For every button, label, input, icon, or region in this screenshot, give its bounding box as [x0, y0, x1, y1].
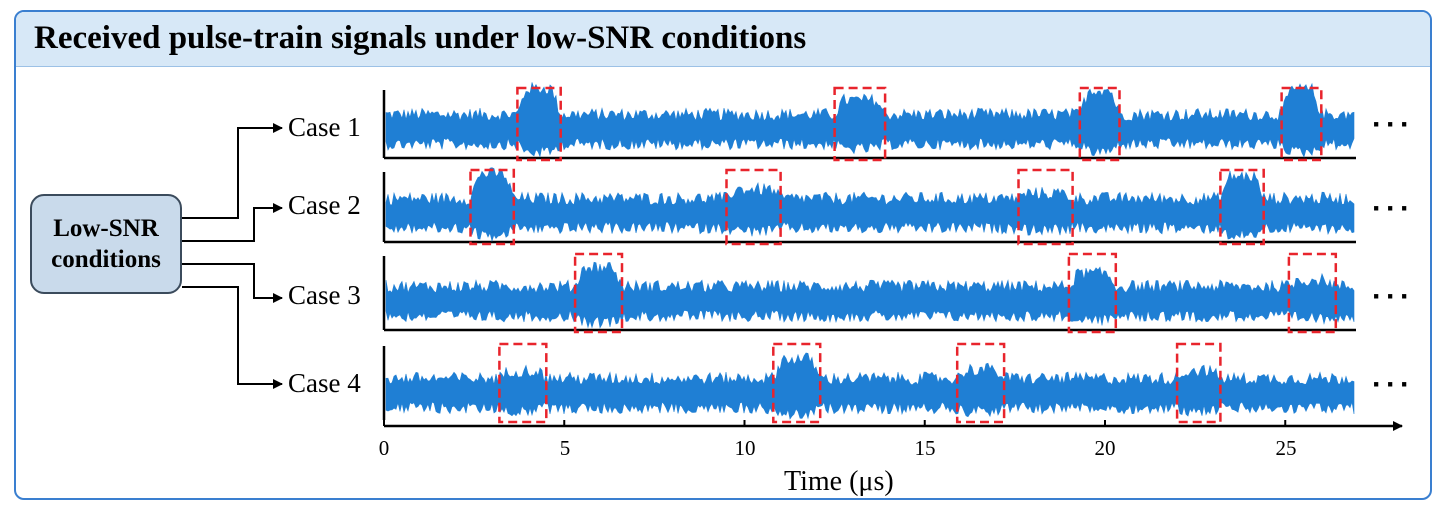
case-4-label: Case 4	[288, 368, 361, 398]
case-4-pulse-box-3	[955, 342, 1006, 424]
case-3-pulse-box-2	[1067, 252, 1118, 334]
figure-title: Received pulse-train signals under low-S…	[34, 20, 807, 56]
case-1-signal-trace	[385, 82, 1355, 158]
case-4-pulse-box-4	[1175, 342, 1222, 424]
connector-arrow-case-1	[182, 123, 283, 219]
time-axis	[383, 420, 1403, 431]
continuation-dots-3: ···	[1372, 280, 1414, 313]
case-3-label: Case 3	[288, 280, 361, 310]
connector-arrow-case-2	[182, 203, 283, 242]
pulse-highlights	[469, 86, 1338, 424]
low-snr-conditions-box: Low-SNR conditions	[30, 194, 182, 294]
figure-frame: Received pulse-train signals under low-S…	[14, 10, 1432, 500]
case-4-pulse-box-2	[772, 342, 822, 424]
case-2-label: Case 2	[288, 190, 361, 220]
continuation-dots-2: ···	[1372, 192, 1414, 225]
case-2-pulse-box-1	[469, 168, 516, 246]
case-3-signal-trace	[385, 261, 1355, 329]
case-2-pulse-box-2	[725, 168, 782, 246]
case-2-signal-trace	[385, 167, 1355, 242]
case-1-pulse-box-2	[833, 86, 887, 162]
x-tick-label: 15	[914, 436, 936, 460]
conditions-line-2: conditions	[51, 246, 161, 273]
case-3-pulse-box-1	[573, 252, 624, 334]
x-tick-label: 25	[1275, 436, 1297, 460]
conditions-line-1: Low-SNR	[53, 215, 159, 242]
x-tick-label: 20	[1094, 436, 1116, 460]
title-bar: Received pulse-train signals under low-S…	[16, 12, 1430, 67]
case-2-pulse-box-4	[1219, 168, 1265, 246]
case-1-label: Case 1	[288, 112, 361, 142]
x-tick-label: 10	[734, 436, 756, 460]
connector-arrows	[182, 123, 283, 389]
case-1-pulse-box-4	[1280, 86, 1323, 162]
case-4-signal-trace	[385, 352, 1355, 420]
case-1-pulse-box-3	[1078, 86, 1121, 162]
case-1-pulse-box-1	[516, 86, 562, 162]
case-4-pulse-box-1	[498, 342, 548, 424]
x-tick-label: 0	[378, 436, 390, 460]
x-axis-label: Time (μs)	[784, 466, 894, 497]
continuation-dots-1: ···	[1372, 108, 1414, 141]
continuation-dots-4: ···	[1372, 368, 1414, 401]
case-3-pulse-box-3	[1287, 252, 1338, 334]
x-tick-label: 5	[559, 436, 571, 460]
case-2-pulse-box-3	[1017, 168, 1074, 246]
connector-arrow-case-3	[182, 263, 283, 303]
connector-arrow-case-4	[182, 286, 283, 389]
signal-traces	[382, 82, 1356, 420]
